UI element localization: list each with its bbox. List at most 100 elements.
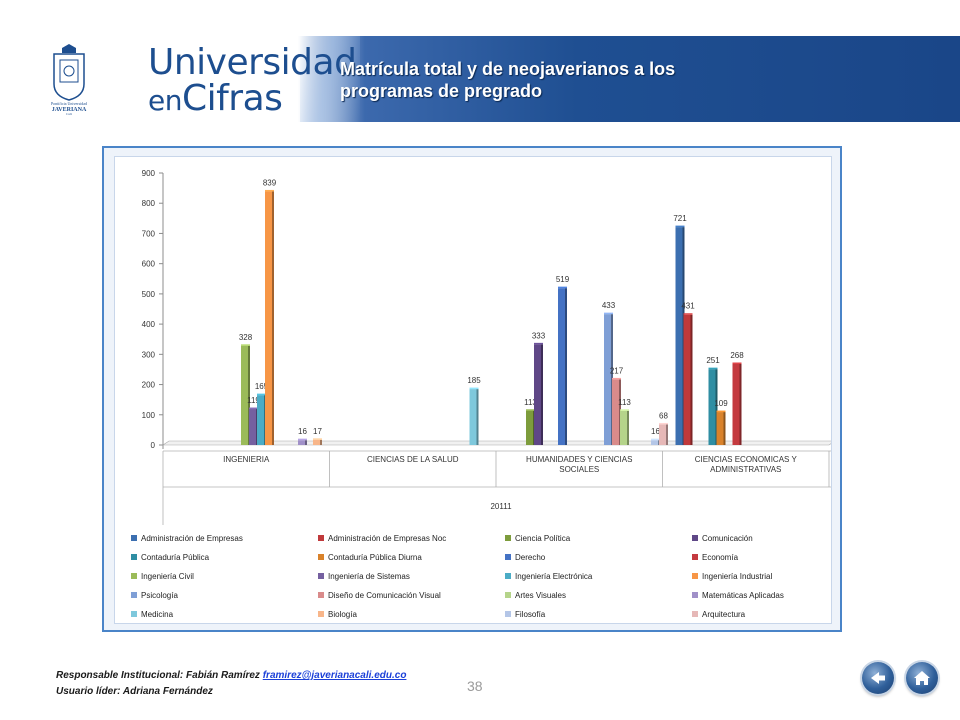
legend-label-16: Medicina: [141, 610, 174, 619]
legend-swatch-17: [318, 611, 324, 617]
brand-line1: Universidad: [148, 42, 357, 83]
bar-top-13: [612, 377, 621, 380]
category-label-3: CIENCIAS ECONOMICAS Y ADMINISTRATIVAS: [695, 455, 798, 474]
bar-13: [612, 379, 619, 445]
bar-5: [716, 412, 724, 445]
bar-top-15: [298, 438, 307, 441]
y-tick-label-3: 300: [142, 350, 156, 359]
data-label-10: 165: [255, 382, 269, 391]
legend-swatch-18: [505, 611, 511, 617]
legend-label-14: Artes Visuales: [515, 591, 566, 600]
bar-top-3: [534, 342, 543, 345]
y-tick-label-9: 900: [142, 169, 156, 178]
bar-side-19: [666, 424, 668, 445]
data-label-6: 519: [556, 275, 570, 284]
footer-responsable: Responsable Institucional: Fabián Ramíre…: [56, 670, 406, 681]
legend-label-13: Diseño de Comunicación Visual: [328, 591, 441, 600]
footer-email-link[interactable]: framirez@javerianacali.edu.co: [262, 670, 407, 681]
y-tick-label-2: 200: [142, 381, 156, 390]
bar-top-4: [708, 367, 718, 370]
legend-swatch-9: [318, 573, 324, 579]
bar-side-3: [541, 344, 543, 445]
brand-en: en: [148, 84, 182, 117]
bar-top-18: [651, 438, 660, 441]
bar-top-1: [683, 313, 693, 315]
legend-swatch-2: [505, 535, 511, 541]
legend-swatch-12: [131, 592, 137, 598]
data-label-14: 113: [618, 398, 631, 407]
university-crest-icon: Pontificia Universidad JAVERIANA Cali: [51, 44, 87, 116]
bar-side-15: [305, 440, 307, 445]
legend-swatch-10: [505, 573, 511, 579]
bar-side-16: [476, 389, 479, 445]
header-swoosh: [300, 36, 360, 122]
bar-9: [249, 409, 256, 445]
y-tick-label-8: 800: [142, 199, 156, 208]
data-label-0: 721: [673, 214, 687, 223]
bar-side-4: [715, 369, 718, 445]
chart-area: 0 100 200 300 400 500 600 700 800 900 721 431 113 333…: [114, 156, 832, 624]
bar-top-0: [675, 225, 685, 228]
home-button[interactable]: [906, 662, 938, 694]
bar-top-10: [257, 393, 266, 396]
legend-swatch-7: [692, 554, 698, 560]
bar-16: [469, 389, 477, 445]
legend-label-17: Biología: [328, 610, 357, 619]
data-label-9: 119: [247, 396, 260, 405]
legend-swatch-8: [131, 573, 137, 579]
header-banner: [0, 36, 960, 122]
back-button[interactable]: [862, 662, 894, 694]
data-label-5: 109: [714, 399, 728, 408]
bar-chart: 0 100 200 300 400 500 600 700 800 900 721 431 113 333…: [131, 169, 831, 619]
category-label-0: INGENIERIA: [223, 455, 270, 464]
period-label: 20111: [490, 502, 512, 511]
legend-label-4: Contaduría Pública: [141, 553, 210, 562]
legend-label-0: Administración de Empresas: [141, 534, 243, 543]
bar-6: [558, 288, 565, 445]
legend-swatch-6: [505, 554, 511, 560]
legend-swatch-1: [318, 535, 324, 541]
legend-swatch-0: [131, 535, 137, 541]
bar-18: [651, 440, 658, 445]
data-label-17: 17: [313, 427, 322, 436]
page-title: Matrícula total y de neojaverianos a los…: [340, 59, 676, 101]
legend-label-11: Ingeniería Industrial: [702, 572, 772, 581]
legend-label-6: Derecho: [515, 553, 546, 562]
bar-3: [534, 344, 541, 445]
legend-label-9: Ingeniería de Sistemas: [328, 572, 410, 581]
bar-top-9: [249, 407, 258, 410]
data-label-1: 431: [681, 302, 695, 311]
data-label-18: 16: [651, 427, 660, 436]
back-arrow-icon: [871, 672, 885, 684]
crest-text-top: Pontificia Universidad: [51, 101, 87, 106]
bar-side-14: [627, 410, 629, 445]
bar-side-11: [272, 191, 274, 445]
bar-12: [604, 314, 611, 445]
bar-1: [683, 314, 691, 445]
legend-label-12: Psicología: [141, 591, 178, 600]
bar-top-2: [526, 409, 535, 411]
bar-top-14: [620, 409, 629, 411]
brand-line2: enCifras: [148, 78, 283, 119]
bar-11: [265, 191, 272, 445]
data-label-4: 251: [706, 356, 720, 365]
legend-label-2: Ciencia Política: [515, 534, 571, 543]
legend-swatch-14: [505, 592, 511, 598]
bar-0: [675, 227, 683, 445]
brand-cifras: Cifras: [181, 78, 283, 119]
page-number: 38: [467, 678, 483, 694]
data-label-16: 185: [467, 376, 481, 385]
footer-responsable-label: Responsable Institucional: Fabián Ramíre…: [56, 670, 260, 681]
legend-swatch-15: [692, 592, 698, 598]
crest-text-city: Cali: [66, 112, 72, 116]
y-tick-label-1: 100: [142, 411, 156, 420]
bar-side-17: [320, 439, 322, 445]
bar-top-16: [469, 387, 479, 390]
y-tick-label-6: 600: [142, 260, 156, 269]
legend-swatch-3: [692, 535, 698, 541]
legend-swatch-13: [318, 592, 324, 598]
footer-usuario: Usuario líder: Adriana Fernández: [56, 686, 213, 697]
bar-10: [257, 395, 264, 445]
bar-top-6: [558, 286, 567, 289]
bar-side-6: [565, 288, 567, 445]
